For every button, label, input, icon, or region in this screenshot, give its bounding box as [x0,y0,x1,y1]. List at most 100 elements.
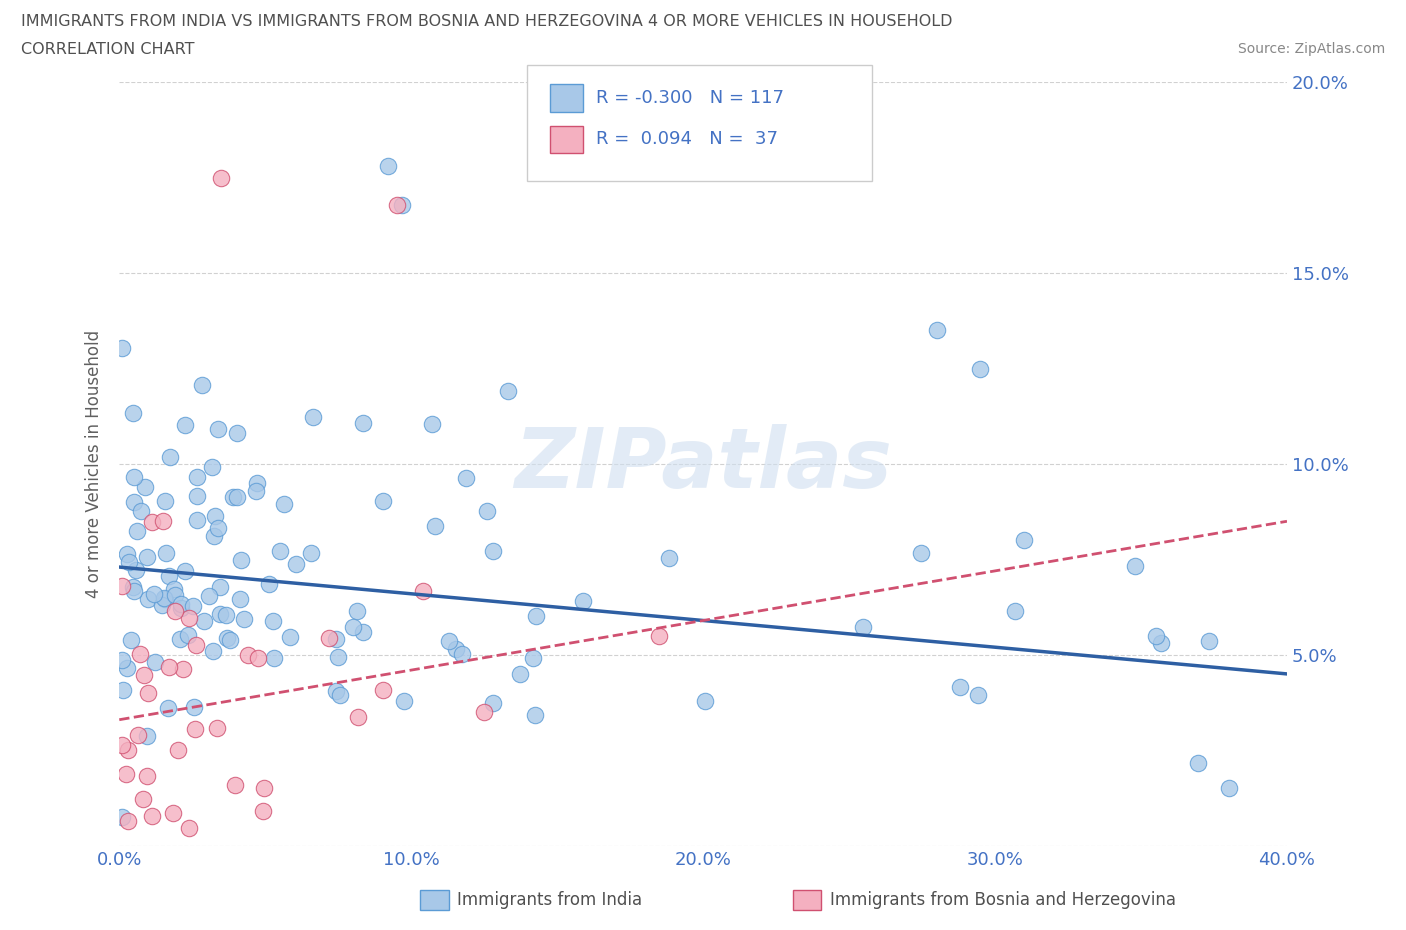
Point [111,810,134,825]
Point [127,524,149,538]
Point [498,383,520,398]
Point [159,450,181,465]
Point [181,599,204,614]
Point [163,588,186,603]
Point [120,632,142,647]
Point [117,660,139,675]
Point [111,578,134,593]
Point [346,604,368,618]
Point [252,804,274,818]
Point [394,693,416,708]
Point [481,543,503,558]
Point [475,503,498,518]
Point [112,683,135,698]
Point [352,624,374,639]
Point [224,777,246,792]
Point [245,484,267,498]
Point [165,604,187,618]
Point [183,699,205,714]
Point [129,504,152,519]
Point [571,593,593,608]
Point [1123,559,1146,574]
Point [284,557,307,572]
Point [262,614,284,629]
Point [138,685,160,700]
Point [695,694,717,709]
Point [1198,633,1220,648]
Point [444,642,467,657]
Point [155,545,177,560]
Text: CORRELATION CHART: CORRELATION CHART [21,42,194,57]
Point [155,591,177,606]
Point [269,543,291,558]
Point [225,490,247,505]
Point [1004,604,1026,618]
Point [174,418,197,432]
Point [342,619,364,634]
Point [134,479,156,494]
Point [163,581,186,596]
Point [326,649,349,664]
Point [200,459,222,474]
Point [1218,781,1240,796]
Point [127,727,149,742]
Point [162,806,184,821]
Point [125,563,148,578]
Point [437,633,460,648]
Point [136,550,159,565]
Point [179,820,201,835]
Point [118,555,141,570]
Point [153,591,176,605]
Point [253,781,276,796]
Point [229,591,252,606]
Point [150,597,173,612]
Point [329,688,352,703]
Point [377,159,399,174]
Point [373,683,395,698]
Point [472,705,495,720]
Point [111,652,134,667]
Point [111,340,134,355]
Point [1187,756,1209,771]
Point [423,519,446,534]
Point [263,650,285,665]
Point [117,742,139,757]
Point [648,629,671,644]
Point [190,378,212,392]
Point [198,589,221,604]
Point [229,552,252,567]
Text: R = -0.300   N = 117: R = -0.300 N = 117 [596,88,785,107]
Point [114,766,136,781]
Point [124,470,146,485]
Point [142,586,165,601]
Point [132,791,155,806]
Point [1012,533,1035,548]
Point [420,417,443,432]
Point [218,632,240,647]
Point [456,471,478,485]
Point [1144,629,1167,644]
Point [236,647,259,662]
Point [658,551,681,565]
Point [246,475,269,490]
Point [170,596,193,611]
Point [205,721,228,736]
Point [925,323,948,338]
Point [967,688,990,703]
Point [325,684,347,698]
Point [232,612,254,627]
Point [373,494,395,509]
Point [141,515,163,530]
Point [115,547,138,562]
Point [184,638,207,653]
Point [122,494,145,509]
Point [450,646,472,661]
Point [152,514,174,529]
Point [225,426,247,441]
Text: Immigrants from India: Immigrants from India [457,891,643,910]
Point [122,579,145,594]
Point [155,494,177,509]
Point [159,659,181,674]
Point [259,577,281,591]
Text: Immigrants from Bosnia and Herzegovina: Immigrants from Bosnia and Herzegovina [830,891,1175,910]
